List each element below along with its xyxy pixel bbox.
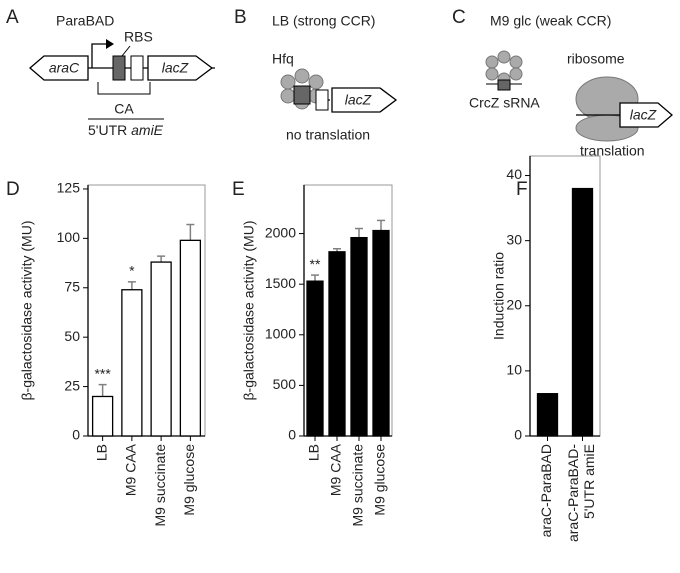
y-tick-label: 1500 (265, 275, 296, 291)
panel-title: M9 glc (weak CCR) (490, 13, 611, 29)
y-tick-label: 0 (514, 427, 522, 443)
rbs-box (130, 55, 144, 81)
gene-label: lacZ (345, 92, 372, 108)
y-tick-label: 100 (57, 229, 81, 245)
panel-letter: B (234, 7, 247, 28)
promoter-label: ParaBAD (56, 13, 114, 29)
x-tick-label: araC-ParaBAD (538, 444, 554, 537)
x-tick-label: M9 CAA (123, 443, 139, 496)
gene-label: araC (49, 60, 80, 76)
bar (306, 280, 324, 437)
y-axis-title: Induction ratio (491, 252, 507, 340)
panel-c: C M9 glc (weak CCR) CrcZ sRNA ribosome l… (452, 7, 673, 159)
lacz-gene (619, 102, 673, 128)
bar (179, 239, 202, 437)
utr-gene: amiE (131, 122, 164, 138)
bar (372, 229, 390, 437)
srna-label: CrcZ sRNA (469, 95, 540, 111)
bar (150, 261, 172, 437)
panel-b: B LB (strong CCR) Hfq lacZ no translatio… (234, 7, 398, 143)
bar (328, 251, 346, 437)
arrow-head (106, 39, 114, 49)
ca-box (497, 79, 511, 91)
y-tick-label: 2000 (265, 224, 296, 240)
x-tick-label: M9 glucose (181, 444, 197, 516)
y-tick-label: 25 (64, 377, 80, 393)
bracket (97, 82, 151, 95)
utr-text: 5'UTR (88, 122, 127, 138)
x-tick-label: araC-ParaBAD- (565, 444, 581, 542)
promoter-arrow (91, 43, 106, 68)
rbs-pointer (121, 45, 131, 57)
rbs-box (315, 89, 329, 111)
y-tick-label: 30 (506, 231, 522, 247)
x-tick-label: M9 CAA (328, 443, 344, 496)
y-tick-label: 40 (506, 166, 522, 182)
bar (536, 393, 559, 437)
panel-letter: D (6, 179, 20, 200)
significance-label: ** (310, 256, 321, 272)
y-tick-label: 0 (288, 427, 296, 443)
caption: no translation (286, 127, 370, 143)
y-tick-label: 20 (506, 296, 522, 312)
y-tick-label: 0 (72, 427, 80, 443)
y-tick-label: 75 (64, 278, 80, 294)
y-tick-label: 500 (273, 376, 297, 392)
x-tick-label: M9 glucose (372, 444, 388, 516)
significance-label: *** (94, 365, 111, 381)
y-axis-title: β-galactosidase activity (MU) (19, 221, 35, 401)
x-tick-label: LB (93, 444, 109, 461)
ca-box (293, 85, 311, 105)
utr-label: 5'UTR amiE (88, 122, 164, 138)
gene-label: lacZ (630, 107, 657, 123)
panel-a: A araC ParaBAD RBS lacZ CA 5'UTR amiE (6, 7, 215, 138)
x-tick-label: 5'UTR amiE (581, 444, 597, 519)
lacz-gene (147, 55, 214, 81)
lacz-gene (331, 87, 398, 113)
panel-letter: A (6, 7, 19, 28)
gene-label: lacZ (162, 60, 189, 76)
panel-title: LB (strong CCR) (272, 13, 375, 29)
bar (91, 395, 114, 437)
arac-gene (29, 55, 89, 81)
x-tick-label: LB (306, 444, 322, 461)
y-tick-label: 10 (506, 362, 522, 378)
caption: translation (580, 143, 645, 159)
ribosome-label: ribosome (567, 51, 625, 67)
panel-letter: C (452, 7, 466, 28)
bar (121, 289, 143, 437)
panel-letter: F (516, 179, 528, 200)
y-tick-label: 50 (64, 328, 80, 344)
x-tick-label: M9 succinate (152, 444, 168, 527)
ca-box (112, 55, 126, 81)
y-axis-title: β-galactosidase activity (MU) (241, 221, 257, 401)
region-label: CA (114, 101, 134, 117)
panel-letter: E (232, 179, 245, 200)
rbs-label: RBS (124, 29, 153, 45)
y-tick-label: 125 (57, 180, 81, 196)
x-tick-label: M9 succinate (350, 444, 366, 527)
y-tick-label: 1000 (265, 325, 296, 341)
protein-label: Hfq (272, 51, 294, 67)
significance-label: * (129, 263, 135, 279)
bar (571, 187, 594, 437)
bar (350, 236, 368, 437)
